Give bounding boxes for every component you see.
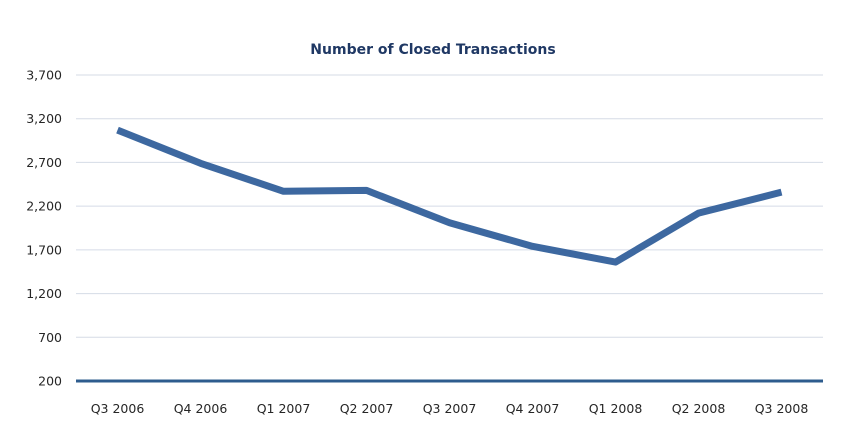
x-tick-label: Q2 2007 xyxy=(340,401,394,416)
y-tick-label: 200 xyxy=(38,374,62,389)
x-tick-label: Q1 2008 xyxy=(589,401,643,416)
y-tick-label: 700 xyxy=(38,330,62,345)
y-tick-label: 3,700 xyxy=(26,68,62,83)
x-tick-label: Q3 2007 xyxy=(423,401,477,416)
gridlines xyxy=(76,74,823,338)
chart-title: Number of Closed Transactions xyxy=(310,42,555,58)
x-tick-label: Q4 2006 xyxy=(174,401,228,416)
x-tick-label: Q4 2007 xyxy=(506,401,560,416)
series-line xyxy=(116,126,783,266)
series-layer xyxy=(116,126,783,266)
x-tick-label: Q3 2006 xyxy=(91,401,145,416)
y-tick-label: 1,700 xyxy=(26,242,62,257)
y-tick-label: 3,200 xyxy=(26,111,62,126)
y-axis-ticks: 200 700 1,200 1,700 2,200 2,700 3,200 3,700 xyxy=(26,68,62,389)
y-tick-label: 2,700 xyxy=(26,155,62,170)
y-tick-label: 2,200 xyxy=(26,199,62,214)
x-axis-ticks: Q3 2006 Q4 2006 Q1 2007 Q2 2007 Q3 2007 Q4 20… xyxy=(91,401,809,416)
x-tick-label: Q3 2008 xyxy=(755,401,809,416)
y-tick-label: 1,200 xyxy=(26,286,62,301)
x-tick-label: Q2 2008 xyxy=(672,401,726,416)
x-tick-label: Q1 2007 xyxy=(257,401,311,416)
